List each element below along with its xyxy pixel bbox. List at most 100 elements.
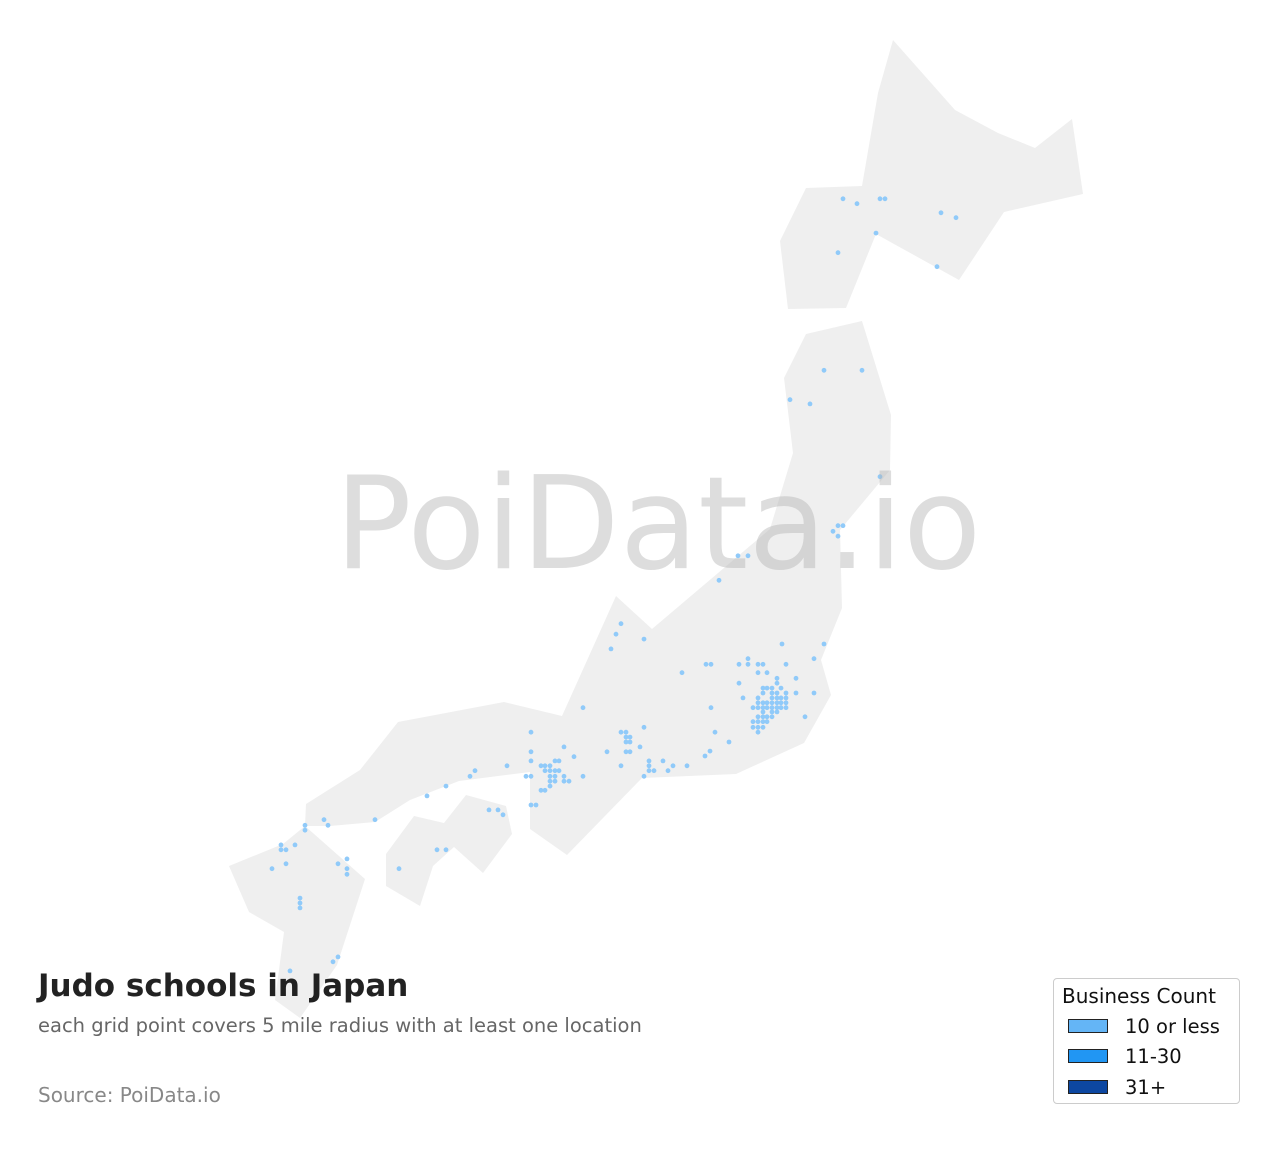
- grid-point: [750, 724, 756, 730]
- grid-point: [283, 861, 289, 867]
- grid-point: [297, 900, 303, 906]
- grid-point: [764, 700, 770, 706]
- grid-point: [755, 661, 761, 667]
- grid-point: [552, 778, 558, 784]
- grid-point: [556, 758, 562, 764]
- grid-point: [627, 739, 633, 745]
- grid-point: [778, 685, 784, 691]
- grid-point: [769, 690, 775, 696]
- grid-point: [760, 690, 766, 696]
- grid-point: [774, 705, 780, 711]
- grid-point: [297, 905, 303, 911]
- legend-label: 31+: [1125, 1075, 1167, 1099]
- grid-point: [821, 641, 827, 647]
- grid-point: [821, 367, 827, 373]
- grid-point: [542, 787, 548, 793]
- grid-point: [283, 847, 289, 853]
- grid-point: [538, 763, 544, 769]
- grid-point: [774, 700, 780, 706]
- legend-swatch: [1068, 1080, 1108, 1094]
- grid-point: [670, 763, 676, 769]
- grid-point: [755, 714, 761, 720]
- grid-point: [716, 577, 722, 583]
- grid-point: [764, 714, 770, 720]
- grid-point: [760, 661, 766, 667]
- grid-point: [779, 641, 785, 647]
- grid-point: [755, 719, 761, 725]
- grid-point: [769, 709, 775, 715]
- grid-point: [646, 758, 652, 764]
- legend-swatch: [1068, 1049, 1108, 1063]
- grid-point: [783, 705, 789, 711]
- grid-point: [618, 621, 624, 627]
- grid-point: [434, 847, 440, 853]
- grid-point: [783, 700, 789, 706]
- legend-title: Business Count: [1062, 984, 1216, 1008]
- grid-point: [938, 210, 944, 216]
- map-title: Judo schools in Japan: [38, 968, 409, 1004]
- grid-point: [641, 724, 647, 730]
- grid-point: [760, 719, 766, 725]
- grid-point: [702, 753, 708, 759]
- grid-point: [552, 758, 558, 764]
- grid-point: [618, 763, 624, 769]
- grid-point: [802, 714, 808, 720]
- grid-point: [774, 680, 780, 686]
- legend-label: 11-30: [1125, 1044, 1182, 1068]
- grid-point: [292, 842, 298, 848]
- grid-point: [604, 749, 610, 755]
- grid-point: [344, 866, 350, 872]
- grid-point: [774, 695, 780, 701]
- grid-point: [811, 656, 817, 662]
- grid-point: [528, 729, 534, 735]
- grid-point: [764, 705, 770, 711]
- grid-point: [335, 954, 341, 960]
- grid-point: [608, 646, 614, 652]
- grid-point: [623, 734, 629, 740]
- grid-point: [736, 680, 742, 686]
- grid-point: [623, 749, 629, 755]
- grid-point: [627, 734, 633, 740]
- legend-item-high: 31+: [1068, 1075, 1167, 1099]
- grid-point: [778, 695, 784, 701]
- grid-point: [302, 827, 308, 833]
- grid-point: [623, 739, 629, 745]
- grid-point: [533, 802, 539, 808]
- grid-point: [859, 367, 865, 373]
- grid-point: [750, 719, 756, 725]
- grid-point: [755, 729, 761, 735]
- grid-point: [953, 215, 959, 221]
- grid-point: [778, 700, 784, 706]
- grid-point: [769, 705, 775, 711]
- grid-point: [330, 959, 336, 965]
- grid-point: [882, 196, 888, 202]
- grid-point: [641, 773, 647, 779]
- grid-point: [760, 700, 766, 706]
- source-note: Source: PoiData.io: [38, 1083, 221, 1107]
- grid-point: [495, 807, 501, 813]
- grid-point: [528, 802, 534, 808]
- grid-point: [755, 724, 761, 730]
- grid-point: [547, 778, 553, 784]
- grid-point: [580, 773, 586, 779]
- grid-point: [769, 700, 775, 706]
- grid-point: [504, 763, 510, 769]
- grid-point: [552, 768, 558, 774]
- grid-point: [764, 670, 770, 676]
- grid-point: [467, 773, 473, 779]
- legend-item-low: 10 or less: [1068, 1015, 1220, 1038]
- grid-point: [528, 773, 534, 779]
- grid-point: [344, 871, 350, 877]
- grid-point: [793, 690, 799, 696]
- grid-point: [745, 553, 751, 559]
- grid-point: [755, 670, 761, 676]
- grid-point: [769, 695, 775, 701]
- grid-point: [783, 690, 789, 696]
- grid-point: [769, 714, 775, 720]
- grid-point: [783, 695, 789, 701]
- grid-point: [523, 773, 529, 779]
- grid-point: [707, 748, 713, 754]
- land-shikoku: [386, 795, 512, 906]
- grid-point: [774, 675, 780, 681]
- grid-point: [764, 719, 770, 725]
